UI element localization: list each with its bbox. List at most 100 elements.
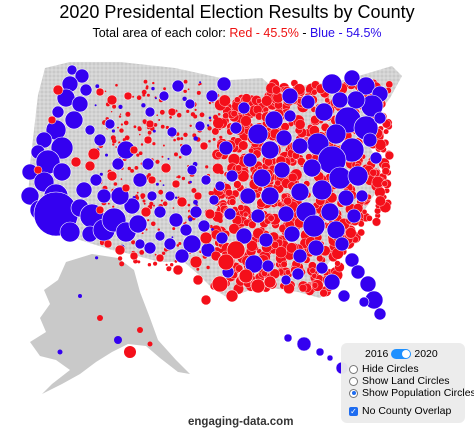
county-dot-red [212, 137, 216, 141]
county-circle-red [143, 135, 153, 145]
county-dot-red [189, 124, 192, 128]
radio-land-circles[interactable] [349, 376, 358, 386]
county-dot-blue [105, 153, 108, 157]
alaska-county-circle [137, 327, 143, 333]
county-dot-red [172, 207, 175, 209]
county-circle-blue [346, 90, 366, 110]
year-toggle-switch[interactable] [391, 349, 412, 359]
county-circle-blue [132, 172, 148, 188]
county-dot-red [113, 182, 118, 186]
county-circle-blue [323, 273, 341, 291]
county-circle-red [193, 191, 203, 201]
alaska-county-circle [147, 341, 153, 347]
county-circle-red [271, 241, 279, 249]
county-dot-red [156, 114, 158, 116]
county-circle-red [114, 244, 126, 256]
county-dot-red [196, 90, 201, 95]
option-hide-circles[interactable]: Hide Circles [349, 363, 419, 375]
county-dot-blue [182, 96, 187, 102]
county-dot-red [219, 135, 223, 139]
county-circle-blue [186, 164, 198, 176]
no-county-overlap-row[interactable]: ✓ No County Overlap [349, 405, 451, 417]
county-dot-red [142, 199, 146, 203]
county-dot-red [173, 138, 176, 142]
county-circle-red [217, 253, 235, 271]
county-circle-blue [331, 91, 349, 109]
red-area-label: Red - 45.5% [229, 26, 299, 40]
option-population-circles[interactable]: Show Population Circles [349, 387, 474, 399]
county-dot-red [143, 79, 148, 84]
area-summary-prefix: Total area of each color: [92, 26, 230, 40]
checkbox-no-county-overlap[interactable]: ✓ [349, 406, 358, 416]
county-circle-red [277, 201, 283, 208]
county-dot-red [200, 113, 203, 117]
county-circle-red [145, 119, 155, 129]
county-circle-red [103, 239, 113, 249]
county-circle-red [372, 217, 382, 227]
county-circle-blue [79, 83, 93, 97]
county-circle-red [233, 180, 242, 189]
county-dot-red [134, 166, 139, 170]
county-dot-red [168, 266, 172, 270]
county-circle-blue [300, 94, 316, 110]
county-circle-blue [229, 121, 243, 135]
option-label: Show Land Circles [362, 375, 450, 387]
county-circle-blue [315, 261, 329, 275]
county-circle-blue [52, 162, 72, 182]
county-circle-red [204, 208, 216, 220]
option-land-circles[interactable]: Show Land Circles [349, 375, 450, 387]
overlap-label: No County Overlap [362, 405, 452, 417]
county-circle-red [84, 160, 96, 172]
county-dot-red [176, 176, 178, 178]
county-dot-blue [208, 116, 212, 120]
county-dot-red [220, 100, 222, 103]
page-title: 2020 Presidental Election Results by Cou… [59, 2, 415, 22]
county-circle-blue [260, 186, 280, 206]
county-dot-red [139, 250, 145, 255]
radio-population-circles[interactable] [349, 388, 358, 398]
county-dot-blue [151, 86, 155, 91]
county-dot-blue [141, 103, 146, 108]
county-circle-blue [355, 189, 369, 203]
county-circle-blue [346, 208, 362, 224]
county-dot-red [120, 178, 123, 180]
county-dot-red [183, 79, 188, 84]
county-dot-red [151, 221, 156, 227]
county-circle-red [222, 112, 230, 120]
county-circle-blue [51, 105, 65, 119]
alaska-county-circle [78, 294, 82, 298]
county-circle-red [283, 196, 292, 206]
county-circle-blue [104, 118, 116, 130]
county-dot-blue [155, 182, 159, 186]
county-dot-red [172, 227, 176, 231]
county-circle-blue [134, 238, 146, 250]
county-circle-red [230, 110, 238, 118]
county-circle-blue [347, 165, 369, 187]
county-dot-red [161, 251, 166, 255]
alaska-land-shape [30, 254, 190, 394]
county-circle-blue [356, 76, 376, 96]
county-dot-red [119, 113, 122, 115]
radio-hide-circles[interactable] [349, 364, 358, 374]
site-credit: engaging-data.com [188, 416, 294, 428]
map-controls-panel: 2016 2020 Hide Circles Show Land Circles… [341, 343, 474, 423]
county-dot-red [180, 137, 184, 141]
county-circle-red [248, 147, 255, 154]
option-label: Show Population Circles [362, 387, 474, 399]
county-dot-red [174, 152, 178, 157]
county-circle-red [287, 172, 298, 183]
county-dot-red [159, 109, 165, 115]
county-dot-red [184, 90, 187, 93]
year-2016-label: 2016 [365, 348, 389, 360]
county-circle-blue [143, 241, 157, 255]
county-circle-red [171, 179, 181, 189]
county-circle-blue [290, 182, 310, 202]
county-circle-red [160, 162, 172, 174]
county-circles [20, 64, 395, 375]
county-dot-red [217, 122, 222, 126]
county-circle-blue [89, 173, 103, 187]
county-dot-red [213, 156, 216, 158]
county-dot-red [112, 104, 117, 109]
county-dot-red [115, 83, 118, 87]
county-dot-red [181, 176, 186, 181]
